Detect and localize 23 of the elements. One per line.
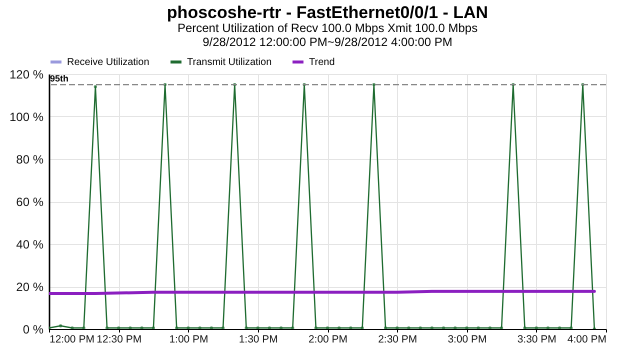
- ref-line-label: 95th: [50, 74, 69, 84]
- x-tick-label: 12:00 PM: [50, 334, 94, 346]
- x-tick-label: 3:30 PM: [517, 334, 556, 346]
- chart-title: phoscoshe-rtr - FastEthernet0/0/1 - LAN: [166, 3, 488, 22]
- y-tick-label: 60 %: [16, 195, 44, 209]
- y-tick-label: 120 %: [9, 68, 44, 82]
- y-tick-label: 40 %: [16, 238, 44, 252]
- y-tick-label: 0 %: [22, 322, 44, 336]
- x-tick-label: 4:00 PM: [567, 334, 606, 346]
- x-tick-label: 1:30 PM: [238, 334, 278, 346]
- x-tick-label: 2:00 PM: [308, 334, 348, 346]
- x-tick-label: 12:30 PM: [96, 334, 142, 346]
- y-tick-label: 20 %: [16, 280, 44, 294]
- x-tick-label: 2:30 PM: [378, 334, 418, 346]
- legend-label: Trend: [309, 57, 335, 68]
- legend-label: Receive Utilization: [67, 57, 150, 68]
- legend-label: Transmit Utilization: [187, 57, 272, 68]
- y-tick-label: 100 %: [9, 110, 44, 124]
- chart-subtitle: Percent Utilization of Recv 100.0 Mbps Xmit 100.0 Mbps 9/28/2012 12:00:00 PM~9/28/2012 4:00:00 PM: [177, 21, 478, 49]
- x-tick-label: 1:00 PM: [169, 334, 208, 346]
- x-tick-label: 3:00 PM: [448, 334, 487, 346]
- y-tick-label: 80 %: [16, 152, 44, 166]
- line-series: [49, 83, 596, 329]
